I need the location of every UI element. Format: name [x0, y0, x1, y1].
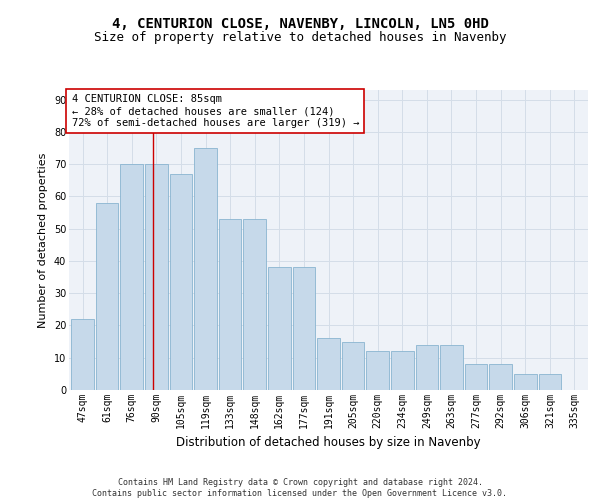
- Bar: [96, 203, 118, 390]
- Bar: [539, 374, 561, 390]
- Bar: [268, 268, 290, 390]
- Bar: [465, 364, 487, 390]
- Bar: [293, 268, 315, 390]
- Bar: [219, 219, 241, 390]
- Bar: [391, 352, 413, 390]
- Bar: [121, 164, 143, 390]
- Bar: [367, 352, 389, 390]
- X-axis label: Distribution of detached houses by size in Navenby: Distribution of detached houses by size …: [176, 436, 481, 450]
- Bar: [170, 174, 192, 390]
- Y-axis label: Number of detached properties: Number of detached properties: [38, 152, 48, 328]
- Text: Contains HM Land Registry data © Crown copyright and database right 2024.
Contai: Contains HM Land Registry data © Crown c…: [92, 478, 508, 498]
- Bar: [194, 148, 217, 390]
- Bar: [145, 164, 167, 390]
- Text: 4 CENTURION CLOSE: 85sqm
← 28% of detached houses are smaller (124)
72% of semi-: 4 CENTURION CLOSE: 85sqm ← 28% of detach…: [71, 94, 359, 128]
- Text: 4, CENTURION CLOSE, NAVENBY, LINCOLN, LN5 0HD: 4, CENTURION CLOSE, NAVENBY, LINCOLN, LN…: [112, 18, 488, 32]
- Bar: [342, 342, 364, 390]
- Bar: [490, 364, 512, 390]
- Bar: [416, 345, 438, 390]
- Bar: [317, 338, 340, 390]
- Bar: [244, 219, 266, 390]
- Text: Size of property relative to detached houses in Navenby: Size of property relative to detached ho…: [94, 31, 506, 44]
- Bar: [514, 374, 536, 390]
- Bar: [440, 345, 463, 390]
- Bar: [71, 319, 94, 390]
